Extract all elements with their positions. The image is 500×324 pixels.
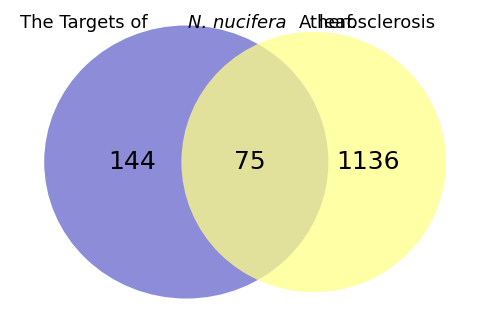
Text: 144: 144	[108, 150, 156, 174]
Text: leaf.: leaf.	[313, 14, 357, 32]
Text: 75: 75	[234, 150, 266, 174]
Text: N. nucifera: N. nucifera	[188, 14, 287, 32]
Text: 1136: 1136	[336, 150, 400, 174]
Ellipse shape	[44, 26, 329, 298]
Text: Atherosclerosis: Atherosclerosis	[299, 14, 436, 32]
Text: The Targets of: The Targets of	[20, 14, 153, 32]
Ellipse shape	[182, 32, 446, 292]
